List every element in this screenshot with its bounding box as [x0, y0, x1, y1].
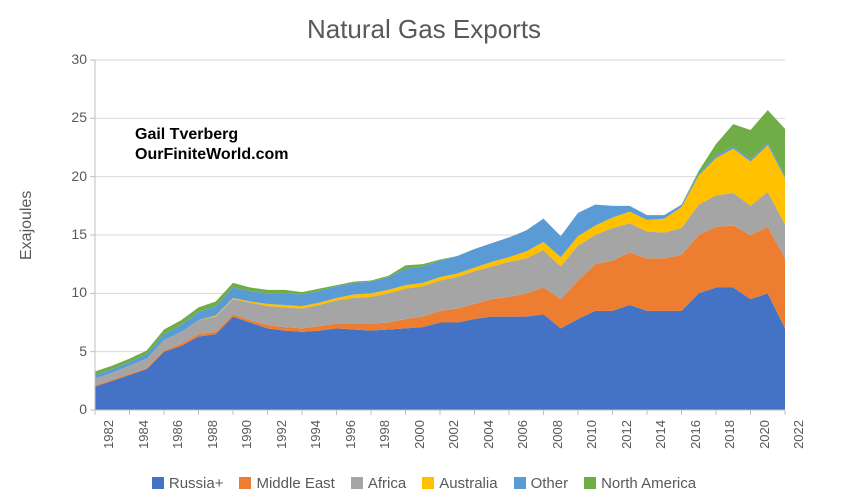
legend-swatch — [152, 477, 164, 489]
chart-title: Natural Gas Exports — [0, 14, 848, 45]
y-tick-label: 15 — [51, 226, 87, 242]
legend-item: North America — [584, 475, 696, 492]
x-tick-label: 2018 — [722, 420, 737, 460]
legend: Russia+ Middle East Africa Australia Other No… — [0, 475, 848, 492]
y-tick-label: 0 — [51, 401, 87, 417]
x-tick-label: 2022 — [791, 420, 806, 460]
y-tick-label: 25 — [51, 109, 87, 125]
x-tick-label: 1996 — [343, 420, 358, 460]
x-tick-label: 2004 — [481, 420, 496, 460]
x-tick-label: 2014 — [653, 420, 668, 460]
legend-label: Africa — [368, 475, 406, 492]
x-tick-label: 1982 — [101, 420, 116, 460]
legend-item: Other — [514, 475, 569, 492]
x-tick-label: 2010 — [584, 420, 599, 460]
legend-item: Australia — [422, 475, 497, 492]
legend-swatch — [422, 477, 434, 489]
legend-label: Russia+ — [169, 475, 224, 492]
y-tick-label: 20 — [51, 168, 87, 184]
x-tick-label: 1986 — [170, 420, 185, 460]
x-tick-label: 1984 — [136, 420, 151, 460]
y-axis-label: Exajoules — [18, 191, 36, 260]
x-tick-label: 1990 — [239, 420, 254, 460]
x-tick-label: 2000 — [412, 420, 427, 460]
y-tick-label: 10 — [51, 284, 87, 300]
y-tick-label: 30 — [51, 51, 87, 67]
x-tick-label: 2002 — [446, 420, 461, 460]
legend-label: Middle East — [256, 475, 334, 492]
x-tick-label: 1994 — [308, 420, 323, 460]
x-tick-label: 1988 — [205, 420, 220, 460]
plot-area — [95, 60, 787, 412]
legend-item: Africa — [351, 475, 406, 492]
x-tick-label: 1998 — [377, 420, 392, 460]
legend-item: Middle East — [239, 475, 334, 492]
x-tick-label: 2012 — [619, 420, 634, 460]
legend-swatch — [514, 477, 526, 489]
x-tick-label: 2016 — [688, 420, 703, 460]
chart-container: { "chart": { "type": "area", "title": "N… — [0, 0, 848, 502]
legend-label: Other — [531, 475, 569, 492]
x-tick-label: 2008 — [550, 420, 565, 460]
legend-item: Russia+ — [152, 475, 224, 492]
legend-swatch — [584, 477, 596, 489]
legend-swatch — [351, 477, 363, 489]
x-tick-label: 1992 — [274, 420, 289, 460]
legend-swatch — [239, 477, 251, 489]
legend-label: Australia — [439, 475, 497, 492]
x-tick-label: 2006 — [515, 420, 530, 460]
legend-label: North America — [601, 475, 696, 492]
y-tick-label: 5 — [51, 343, 87, 359]
x-tick-label: 2020 — [757, 420, 772, 460]
